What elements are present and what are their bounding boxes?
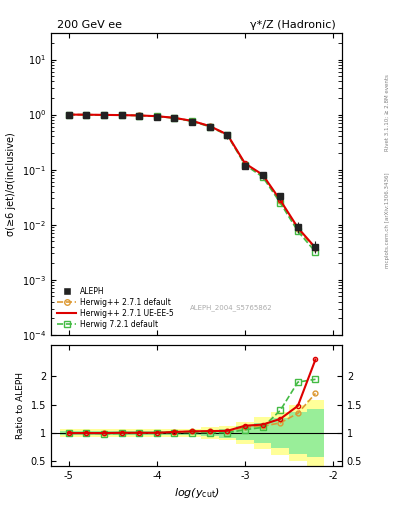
X-axis label: log($y_{\rm cut}$): log($y_{\rm cut}$) [174,486,219,500]
Text: 200 GeV ee: 200 GeV ee [57,19,122,30]
Text: mcplots.cern.ch [arXiv:1306.3436]: mcplots.cern.ch [arXiv:1306.3436] [385,173,390,268]
Text: γ*/Z (Hadronic): γ*/Z (Hadronic) [250,19,336,30]
Text: ALEPH_2004_S5765862: ALEPH_2004_S5765862 [190,304,273,311]
Y-axis label: Ratio to ALEPH: Ratio to ALEPH [16,372,25,439]
Y-axis label: σ(≥6 jet)/σ(inclusive): σ(≥6 jet)/σ(inclusive) [6,132,17,236]
Legend: ALEPH, Herwig++ 2.7.1 default, Herwig++ 2.7.1 UE-EE-5, Herwig 7.2.1 default: ALEPH, Herwig++ 2.7.1 default, Herwig++ … [55,285,176,331]
Text: Rivet 3.1.10; ≥ 2.8M events: Rivet 3.1.10; ≥ 2.8M events [385,74,390,151]
